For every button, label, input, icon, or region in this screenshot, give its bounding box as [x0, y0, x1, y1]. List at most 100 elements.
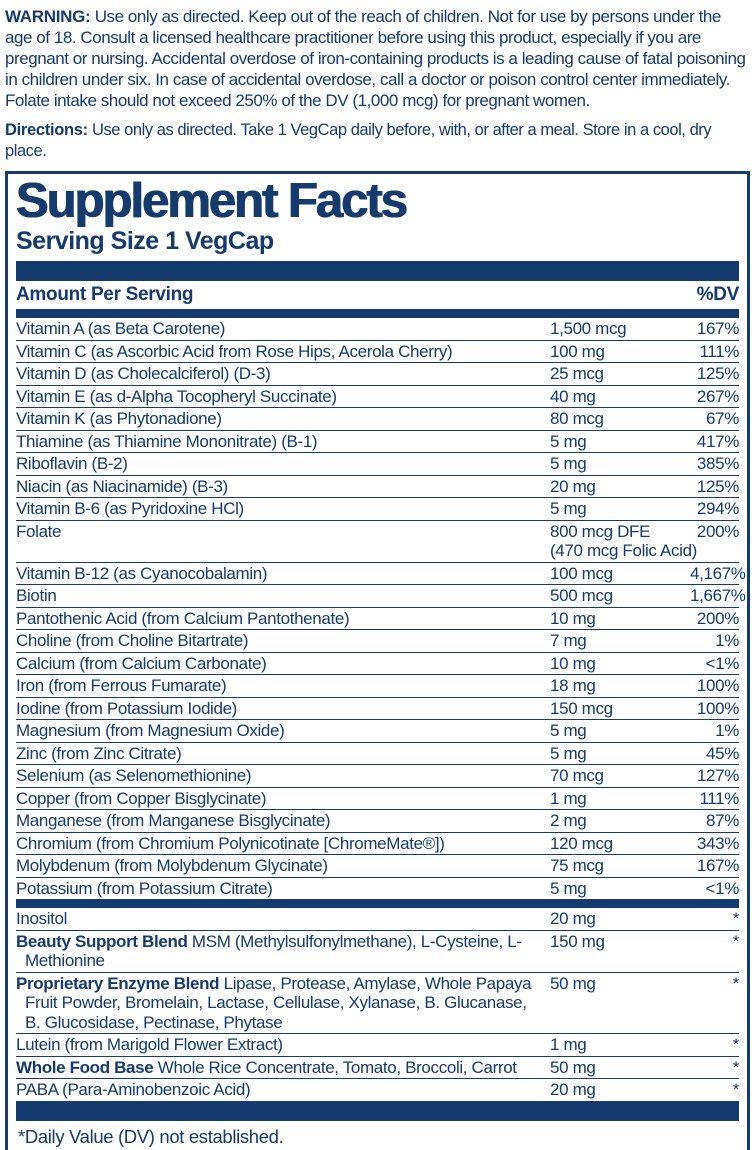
nutrient-dv: 125%: [696, 476, 739, 496]
nutrient-dv: 200%: [696, 521, 739, 541]
nutrient-dv: 100%: [696, 698, 739, 718]
serving-size: Serving Size 1 VegCap: [16, 227, 274, 255]
nutrient-amount: 5 mg: [550, 878, 587, 898]
table-row: Zinc (from Zinc Citrate) 5 mg 45%: [16, 743, 739, 765]
nutrient-dv: <1%: [705, 653, 740, 673]
nutrient-name: Manganese (from Manganese Bisglycinate): [16, 811, 331, 830]
nutrient-name: Iodine (from Potassium Iodide): [16, 698, 237, 718]
nutrient-amount: 5 mg: [550, 499, 587, 518]
table-row: Calcium (from Calcium Carbonate) 10 mg <…: [16, 653, 740, 675]
nutrient-amount: 20 mg: [550, 1080, 596, 1099]
table-row: Vitamin B-6 (as Pyridoxine HCl) 5 mg 294…: [16, 498, 739, 521]
panel-title: Supplement Facts: [16, 174, 408, 228]
nutrient-amount: 5 mg: [550, 454, 587, 473]
table-row: Riboflavin (B-2) 5 mg 385%: [16, 453, 739, 476]
nutrient-amount: 1 mg: [550, 1035, 587, 1054]
nutrient-name: Lutein (from Marigold Flower Extract): [16, 1035, 283, 1054]
nutrient-name: Niacin (as Niacinamide) (B-3): [16, 476, 228, 496]
nutrient-dv: 343%: [696, 833, 739, 853]
nutrient-amount: 80 mcg: [550, 409, 604, 428]
nutrient-name: PABA (Para-Aminobenzoic Acid): [16, 1080, 251, 1099]
table-row: Pantothenic Acid (from Calcium Pantothen…: [16, 608, 739, 630]
warning-paragraph: WARNING: Use only as directed. Keep out …: [5, 6, 750, 111]
nutrient-name: Vitamin C (as Ascorbic Acid from Rose Hi…: [16, 341, 453, 361]
nutrient-name: Vitamin B-6 (as Pyridoxine HCl): [16, 499, 244, 518]
nutrient-dv: 1%: [715, 631, 739, 650]
nutrient-bold-prefix: Whole Food Base: [16, 1057, 154, 1077]
nutrient-dv: 67%: [706, 409, 739, 428]
nutrient-amount: 10 mg: [550, 653, 596, 673]
percent-dv-header: %DV: [696, 284, 740, 305]
nutrient-amount: 50 mg: [550, 1057, 596, 1077]
nutrient-amount: 18 mg: [550, 676, 596, 695]
table-row: Manganese (from Manganese Bisglycinate) …: [16, 810, 739, 833]
nutrient-amount: 50 mg: [550, 973, 596, 993]
nutrient-amount: 5 mg: [550, 721, 587, 740]
table-row: Chromium (from Chromium Polynicotinate […: [16, 833, 739, 855]
table-row: Vitamin D (as Cholecalciferol) (D-3) 25 …: [16, 363, 739, 386]
table-row: Vitamin A (as Beta Carotene) 1,500 mcg 1…: [16, 318, 739, 341]
nutrient-amount: 120 mcg: [550, 833, 613, 853]
nutrient-name: Inositol: [16, 909, 68, 928]
nutrient-name: Whole Food Base Whole Rice Concentrate, …: [16, 1057, 517, 1077]
nutrient-dv: 267%: [696, 386, 739, 406]
nutrient-dv: 1%: [715, 721, 739, 740]
nutrient-dv: 4,167%: [690, 563, 746, 583]
nutrient-dv: 385%: [696, 454, 739, 473]
nutrient-dv: *: [732, 1035, 740, 1054]
nutrient-name: Copper (from Copper Bisglycinate): [16, 788, 267, 808]
nutrient-name: Chromium (from Chromium Polynicotinate […: [16, 833, 445, 853]
nutrient-name: Vitamin K (as Phytonadione): [16, 409, 222, 428]
nutrient-amount: 500 mcg: [550, 586, 613, 605]
nutrient-bold-prefix: Proprietary Enzyme Blend: [16, 973, 220, 993]
nutrient-dv: 167%: [696, 856, 739, 875]
divider-bar-top: [16, 261, 739, 281]
nutrient-name: Vitamin E (as d-Alpha Tocopheryl Succina…: [16, 386, 337, 406]
table-row: Selenium (as Selenomethionine) 70 mcg 12…: [16, 765, 739, 788]
nutrient-amount: 100 mg: [550, 341, 605, 361]
directions-paragraph: Directions: Use only as directed. Take 1…: [5, 120, 750, 162]
table-row: Molybdenum (from Molybdenum Glycinate) 7…: [16, 855, 739, 878]
supplement-facts-panel: Supplement Facts Serving Size 1 VegCap A…: [5, 171, 750, 1150]
divider-bar-header: [16, 309, 739, 318]
nutrient-amount: 5 mg: [550, 431, 587, 451]
nutrient-dv: 87%: [706, 811, 739, 830]
nutrient-dv: 200%: [696, 608, 739, 628]
nutrient-dv: <1%: [705, 878, 740, 898]
nutrient-name: Folate: [16, 521, 62, 541]
table-row: Beauty Support Blend MSM (Methylsulfonyl…: [16, 931, 739, 973]
nutrient-dv: *: [732, 909, 740, 928]
nutrient-name: Selenium (as Selenomethionine): [16, 766, 252, 785]
nutrient-amount: 20 mg: [550, 909, 596, 928]
table-row: Lutein (from Marigold Flower Extract) 1 …: [16, 1034, 739, 1057]
table-row: Whole Food Base Whole Rice Concentrate, …: [16, 1057, 739, 1079]
table-row: Copper (from Copper Bisglycinate) 1 mg 1…: [16, 788, 739, 810]
nutrient-name: Choline (from Choline Bitartrate): [16, 631, 249, 650]
nutrient-amount: 5 mg: [550, 743, 587, 763]
nutrient-amount: 1,500 mcg: [550, 319, 627, 338]
table-row: Vitamin K (as Phytonadione) 80 mcg 67%: [16, 408, 739, 431]
directions-label: Directions:: [5, 121, 88, 139]
table-row: Folate 800 mcg DFE (470 mcg Folic Acid) 2…: [16, 521, 739, 563]
table-row: PABA (Para-Aminobenzoic Acid) 20 mg *: [16, 1079, 739, 1101]
nutrient-dv: 125%: [696, 364, 739, 383]
nutrient-amount: 800 mcg DFE (470 mcg Folic Acid): [550, 521, 697, 561]
nutrient-dv: 45%: [706, 743, 739, 763]
nutrient-dv: *: [732, 931, 740, 951]
nutrient-name: Pantothenic Acid (from Calcium Pantothen…: [16, 608, 350, 628]
nutrient-bold-prefix: Beauty Support Blend: [16, 931, 188, 951]
nutrient-amount: 150 mcg: [550, 698, 613, 718]
table-row: Thiamine (as Thiamine Mononitrate) (B-1)…: [16, 431, 739, 453]
nutrient-name: Vitamin A (as Beta Carotene): [16, 319, 226, 338]
table-row: Inositol 20 mg *: [16, 908, 739, 931]
amount-per-serving-header: Amount Per Serving: [16, 284, 194, 305]
nutrient-dv: 111%: [699, 341, 739, 361]
nutrient-name: Vitamin B-12 (as Cyanocobalamin): [16, 563, 268, 583]
nutrient-name: Potassium (from Potassium Citrate): [16, 878, 273, 898]
table-row: Iodine (from Potassium Iodide) 150 mcg 1…: [16, 698, 739, 720]
divider-bar-bottom: [16, 1100, 739, 1121]
section-divider-bar: [16, 899, 739, 908]
nutrient-dv: 111%: [699, 788, 739, 808]
warning-text: Use only as directed. Keep out of the re…: [5, 7, 746, 110]
dv-footnote: *Daily Value (DV) not established.: [18, 1125, 284, 1147]
